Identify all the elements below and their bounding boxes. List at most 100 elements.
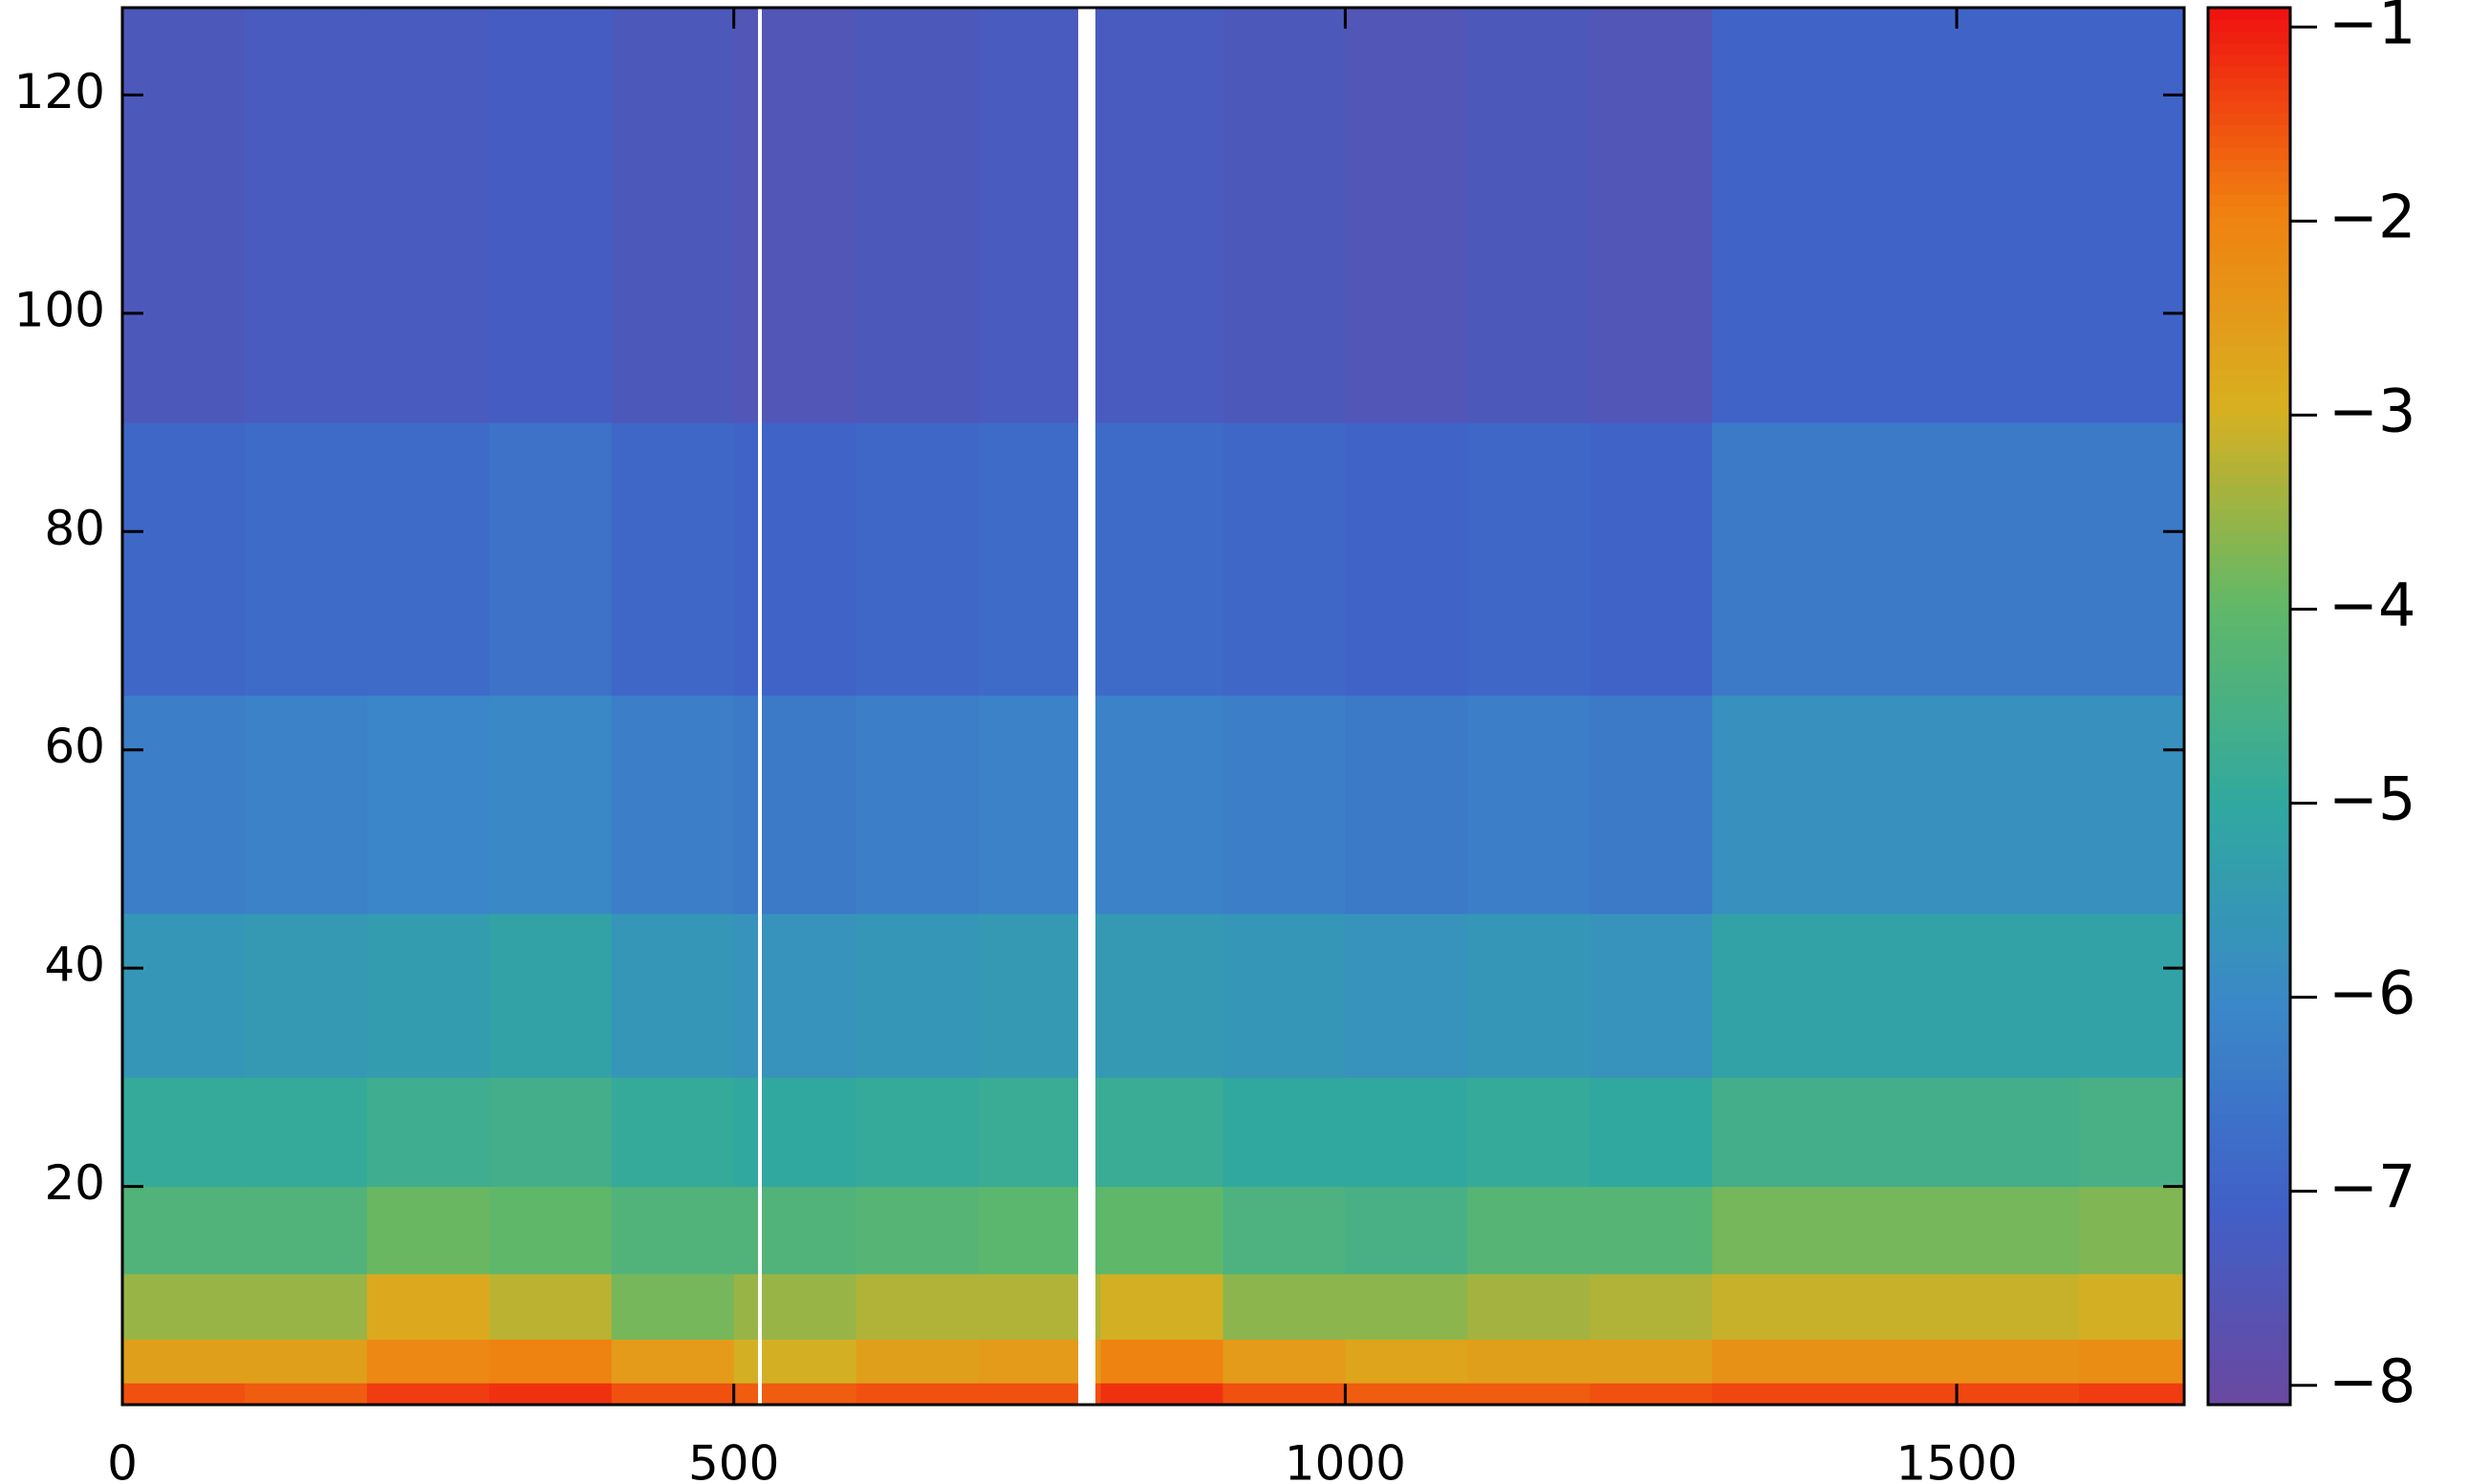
heatmap-cell [366, 695, 490, 914]
colorbar-swatch [2208, 426, 2290, 440]
heatmap-cell [366, 1339, 490, 1384]
colorbar-swatch [2208, 1102, 2290, 1115]
heatmap-cell [1834, 695, 1958, 914]
colorbar-swatch [2208, 810, 2290, 824]
heatmap-cell [1223, 8, 1346, 423]
colorbar-swatch [2208, 356, 2290, 370]
heatmap-cell [1834, 8, 1958, 423]
heatmap-cell [488, 1339, 613, 1384]
data-gap [1078, 8, 1095, 1405]
heatmap-cell [1957, 914, 2080, 1078]
colorbar-swatch [2208, 1008, 2290, 1022]
colorbar-swatch [2208, 718, 2290, 731]
colorbar-swatch [2208, 659, 2290, 673]
heatmap-cell [244, 8, 368, 423]
colorbar-swatch [2208, 403, 2290, 417]
heatmap-cell [122, 1273, 246, 1340]
colorbar-swatch [2208, 77, 2290, 91]
heatmap-cell [2078, 695, 2185, 914]
colorbar-swatch [2208, 1032, 2290, 1045]
heatmap-cell [122, 422, 246, 697]
colorbar-swatch [2208, 438, 2290, 451]
colorbar-swatch [2208, 880, 2290, 893]
colorbar-swatch [2208, 635, 2290, 650]
colorbar-swatch [2208, 706, 2290, 720]
heatmap-cell [1223, 1186, 1346, 1275]
colorbar-swatch [2208, 1206, 2290, 1220]
colorbar-swatch [2208, 799, 2290, 812]
heatmap-cell [1223, 914, 1346, 1078]
colorbar-swatch [2208, 741, 2290, 754]
heatmap-cell [855, 695, 980, 914]
colorbar-swatch [2208, 112, 2290, 125]
heatmap-cell [366, 1383, 490, 1406]
colorbar-swatch [2208, 462, 2290, 475]
colorbar-swatch [2208, 123, 2290, 138]
heatmap-cell [122, 1186, 246, 1275]
y-tick-label: 80 [44, 501, 105, 556]
colorbar-swatch [2208, 1113, 2290, 1127]
colorbar-swatch [2208, 892, 2290, 906]
heatmap-cell [733, 422, 857, 697]
heatmap-cell [366, 1186, 490, 1275]
heatmap-cell [1345, 1383, 1468, 1406]
colorbar-tick-label: −8 [2328, 1346, 2415, 1416]
heatmap-cell [611, 1273, 735, 1340]
colorbar-swatch [2208, 264, 2290, 277]
colorbar-swatch [2208, 228, 2290, 242]
colorbar-swatch [2208, 1264, 2290, 1278]
colorbar-swatch [2208, 1148, 2290, 1162]
colorbar-swatch [2208, 1160, 2290, 1173]
heatmap-cell [122, 695, 246, 914]
heatmap-cell [733, 1077, 857, 1188]
heatmap-cell [1345, 695, 1468, 914]
colorbar-swatch [2208, 997, 2290, 1010]
colorbar-swatch [2208, 251, 2290, 266]
heatmap-cell [366, 422, 490, 697]
colorbar-swatch [2208, 869, 2290, 882]
colorbar-swatch [2208, 590, 2290, 603]
heatmap-cell [1100, 695, 1224, 914]
heatmap-cell [978, 1383, 1101, 1406]
x-tick-label: 0 [107, 1436, 138, 1484]
colorbar-swatch [2208, 1288, 2290, 1301]
colorbar-swatch [2208, 8, 2290, 21]
heatmap-cell [1223, 1339, 1346, 1384]
colorbar-swatch [2208, 752, 2290, 765]
colorbar-swatch [2208, 298, 2290, 312]
colorbar-swatch [2208, 1090, 2290, 1104]
heatmap-cell [366, 1077, 490, 1188]
heatmap-cell [1834, 1077, 1958, 1188]
heatmap-cell [244, 1186, 368, 1275]
heatmap-cell [2078, 8, 2185, 423]
colorbar-swatch [2208, 170, 2290, 183]
colorbar-swatch [2208, 1369, 2290, 1383]
colorbar-swatch [2208, 136, 2290, 149]
heatmap-cell [1223, 1077, 1346, 1188]
colorbar-swatch [2208, 857, 2290, 871]
heatmap-cell [1957, 1383, 2080, 1406]
heatmap-cell [733, 1383, 857, 1406]
colorbar-swatch [2208, 1194, 2290, 1208]
colorbar-swatch [2208, 1253, 2290, 1266]
heatmap-cell [1712, 1186, 1835, 1275]
heatmap-cell [611, 1339, 735, 1384]
x-tick-label: 1500 [1895, 1436, 2017, 1484]
colorbar-swatch [2208, 287, 2290, 300]
heatmap-cell [1345, 1339, 1468, 1384]
colorbar-swatch [2208, 147, 2290, 161]
heatmap-cell [855, 1077, 980, 1188]
colorbar-swatch [2208, 345, 2290, 358]
colorbar-swatch [2208, 915, 2290, 929]
heatmap-cell [1223, 1383, 1346, 1406]
colorbar-swatch [2208, 42, 2290, 55]
colorbar-swatch [2208, 275, 2290, 289]
colorbar-swatch [2208, 927, 2290, 940]
colorbar-swatch [2208, 496, 2290, 509]
colorbar-swatch [2208, 310, 2290, 323]
heatmap-cell [611, 422, 735, 697]
heatmap-cell [1467, 8, 1591, 423]
colorbar-swatch [2208, 554, 2290, 568]
colorbar-swatch [2208, 834, 2290, 848]
